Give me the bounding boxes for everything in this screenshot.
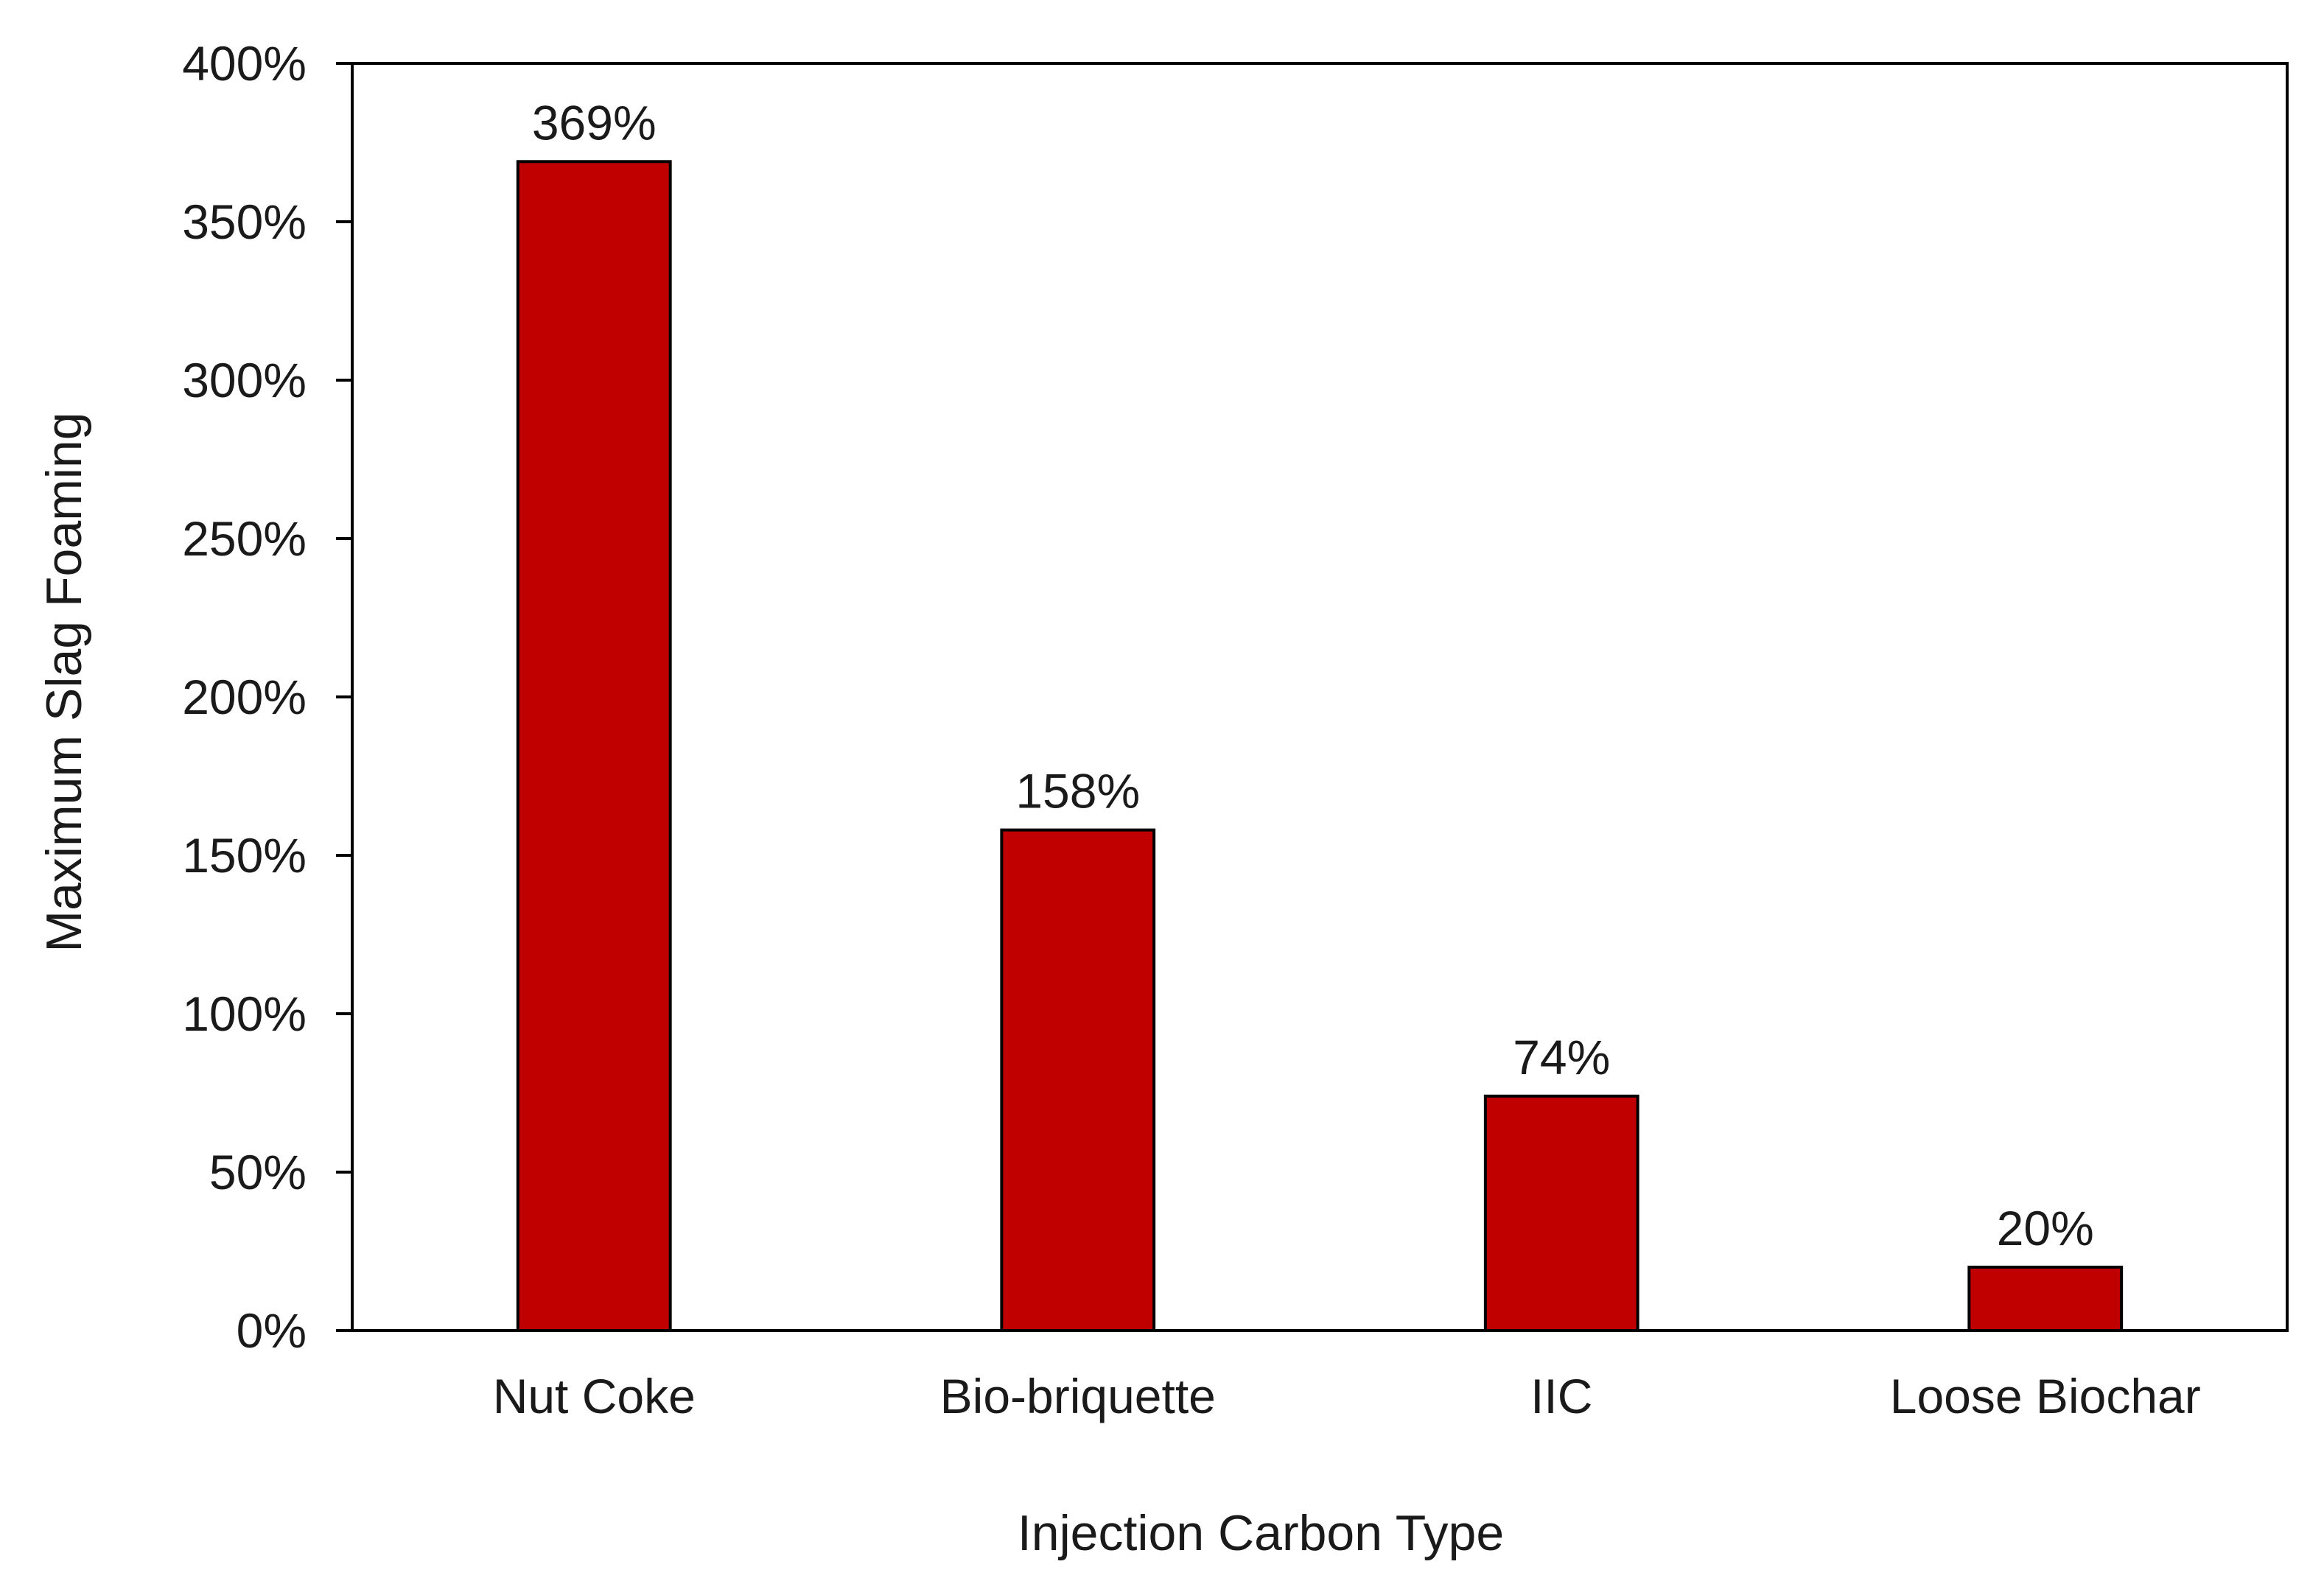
- y-tick-label: 250%: [182, 511, 307, 566]
- data-label: 20%: [1997, 1201, 2094, 1255]
- x-axis-title: Injection Carbon Type: [1018, 1505, 1504, 1561]
- y-axis-ticks: 0% 50% 100% 150% 200% 250% 300% 350% 400%: [182, 36, 352, 1358]
- x-axis-category-labels: Nut Coke Bio-briquette IIC Loose Biochar: [493, 1369, 2201, 1423]
- y-tick-label: 300%: [182, 353, 307, 407]
- y-tick-label: 50%: [209, 1145, 307, 1199]
- data-label: 369%: [532, 95, 657, 150]
- data-label: 74%: [1513, 1030, 1610, 1084]
- y-tick-label: 350%: [182, 194, 307, 249]
- y-tick-label: 400%: [182, 36, 307, 91]
- x-category-label: Loose Biochar: [1890, 1369, 2201, 1423]
- y-tick-label: 150%: [182, 828, 307, 883]
- y-tick-label: 200%: [182, 670, 307, 724]
- bar-bio-briquette: [1000, 828, 1156, 1332]
- bar-loose-biochar: [1967, 1266, 2124, 1332]
- data-labels: 369% 158% 74% 20%: [532, 95, 2094, 1255]
- x-category-label: Nut Coke: [493, 1369, 696, 1423]
- y-tick-label: 100%: [182, 986, 307, 1041]
- y-tick-label: 0%: [237, 1303, 307, 1358]
- bar-nut-coke: [516, 160, 672, 1332]
- bar-iic: [1483, 1094, 1639, 1333]
- bars: [516, 160, 2124, 1333]
- data-label: 158%: [1015, 764, 1140, 818]
- y-axis-title: Maximum Slag Foaming: [36, 412, 92, 952]
- x-category-label: IIC: [1530, 1369, 1592, 1423]
- x-category-label: Bio-briquette: [940, 1369, 1216, 1423]
- plot-frame: [351, 62, 2289, 1332]
